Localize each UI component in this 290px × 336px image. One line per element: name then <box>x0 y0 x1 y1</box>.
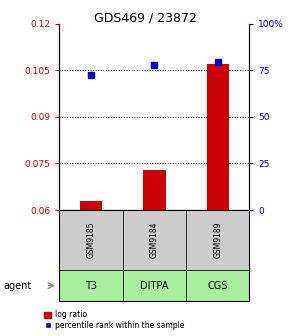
Text: agent: agent <box>3 281 31 291</box>
Text: DITPA: DITPA <box>140 281 168 291</box>
Text: GDS469 / 23872: GDS469 / 23872 <box>94 12 196 25</box>
Text: GSM9185: GSM9185 <box>87 222 96 258</box>
Legend: log ratio, percentile rank within the sample: log ratio, percentile rank within the sa… <box>41 308 186 332</box>
Text: T3: T3 <box>85 281 97 291</box>
Bar <box>80 201 102 210</box>
Text: GSM9184: GSM9184 <box>150 222 159 258</box>
Text: GSM9189: GSM9189 <box>213 222 222 258</box>
Bar <box>207 64 229 210</box>
Text: CGS: CGS <box>208 281 228 291</box>
Bar <box>143 170 166 210</box>
